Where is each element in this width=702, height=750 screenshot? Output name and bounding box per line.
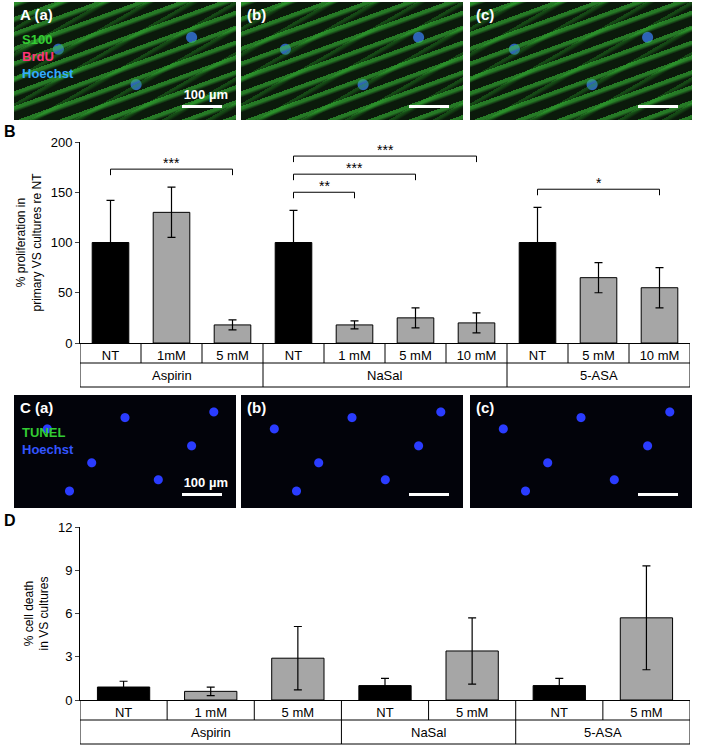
svg-text:1mM: 1mM <box>157 348 186 363</box>
svg-text:50: 50 <box>58 285 72 300</box>
svg-text:150: 150 <box>51 185 73 200</box>
html-text:100 µm: 100 µm <box>183 475 228 490</box>
svg-text:NT: NT <box>551 705 568 720</box>
svg-text:NT: NT <box>285 348 302 363</box>
svg-text:10 mM: 10 mM <box>457 348 497 363</box>
svg-text:5-ASA: 5-ASA <box>584 725 622 740</box>
svg-text:5-ASA: 5-ASA <box>580 368 618 383</box>
svg-text:5 mM: 5 mM <box>399 348 432 363</box>
svg-text:5 mM: 5 mM <box>582 348 615 363</box>
html-text:(b): (b) <box>247 6 267 23</box>
svg-text:5 mM: 5 mM <box>216 348 249 363</box>
svg-text:3: 3 <box>65 649 72 664</box>
svg-text:1 mM: 1 mM <box>194 705 227 720</box>
svg-text:Aspirin: Aspirin <box>152 368 192 383</box>
svg-text:6: 6 <box>65 606 72 621</box>
svg-text:NaSal: NaSal <box>411 725 447 740</box>
svg-text:*: * <box>596 175 602 191</box>
svg-text:NT: NT <box>376 705 393 720</box>
svg-text:Aspirin: Aspirin <box>191 725 231 740</box>
svg-text:12: 12 <box>58 520 72 535</box>
svg-text:***: *** <box>163 155 180 171</box>
svg-text:10 mM: 10 mM <box>640 348 680 363</box>
svg-text:0: 0 <box>65 336 72 351</box>
svg-text:NT: NT <box>115 705 132 720</box>
svg-text:200: 200 <box>51 135 73 150</box>
svg-text:9: 9 <box>65 563 72 578</box>
svg-text:5 mM: 5 mM <box>630 705 663 720</box>
html-text:100 µm: 100 µm <box>183 87 228 102</box>
html-text:B: B <box>4 123 16 140</box>
svg-text:***: *** <box>377 142 394 158</box>
svg-text:NT: NT <box>102 348 119 363</box>
html-text:(b): (b) <box>247 399 267 416</box>
svg-text:***: *** <box>346 160 363 176</box>
html-text:D: D <box>4 512 16 529</box>
svg-text:1 mM: 1 mM <box>338 348 371 363</box>
html-text:A (a): A (a) <box>20 6 53 23</box>
svg-text:**: ** <box>319 178 330 194</box>
html-text:Hoechst: Hoechst <box>22 66 74 81</box>
svg-text:NaSal: NaSal <box>367 368 403 383</box>
svg-text:% cell deathin VS cultures: % cell deathin VS cultures <box>22 576 52 650</box>
svg-text:NT: NT <box>529 348 546 363</box>
html-text:C (a): C (a) <box>20 399 54 416</box>
svg-text:% proliferation inprimary VS c: % proliferation inprimary VS cultures re… <box>14 173 44 312</box>
html-text:BrdU: BrdU <box>22 49 54 64</box>
svg-text:0: 0 <box>65 693 72 708</box>
html-text:(c): (c) <box>476 399 495 416</box>
svg-text:100: 100 <box>51 235 73 250</box>
html-text:TUNEL: TUNEL <box>22 425 66 440</box>
svg-text:5 mM: 5 mM <box>282 705 315 720</box>
svg-text:5 mM: 5 mM <box>456 705 489 720</box>
html-text:(c): (c) <box>476 6 495 23</box>
html-text:S100: S100 <box>22 32 53 47</box>
html-text:Hoechst: Hoechst <box>22 442 74 457</box>
